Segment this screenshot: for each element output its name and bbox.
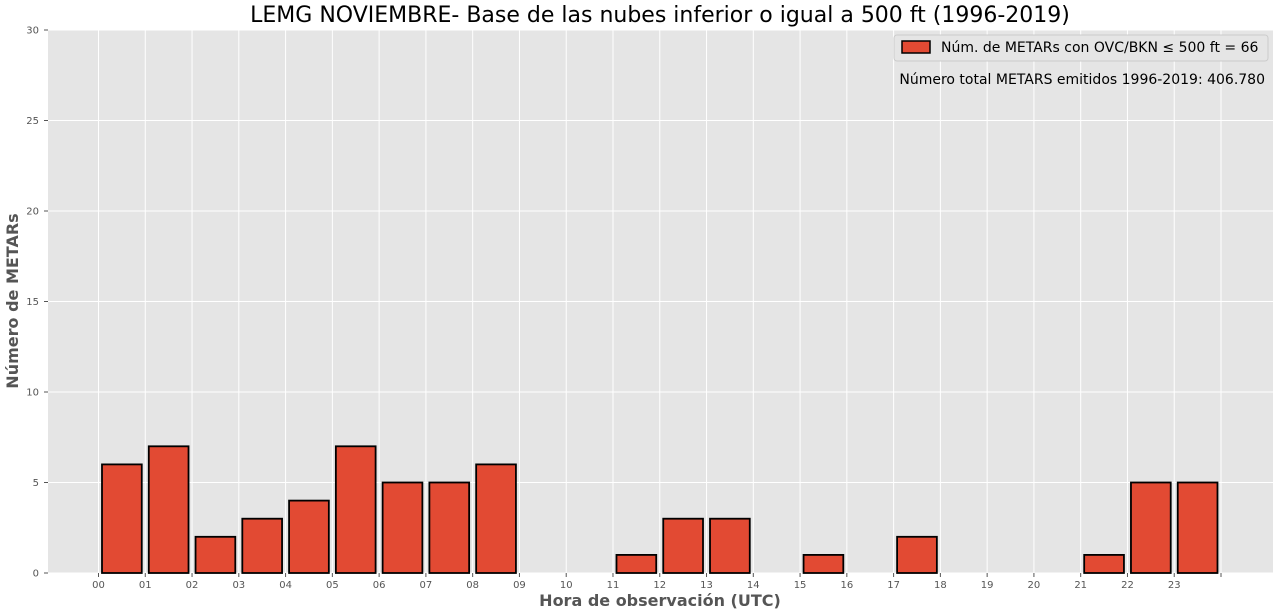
x-tick-label: 16 bbox=[840, 580, 853, 591]
x-tick-label: 14 bbox=[747, 580, 760, 591]
x-tick-label: 00 bbox=[92, 580, 105, 591]
bar-12 bbox=[662, 517, 704, 574]
legend-swatch bbox=[901, 40, 931, 54]
y-tick-label: 10 bbox=[26, 388, 39, 399]
bar-04 bbox=[288, 499, 330, 574]
y-tick-label: 20 bbox=[26, 207, 39, 218]
bar-06 bbox=[381, 481, 424, 574]
bar-17 bbox=[896, 535, 938, 574]
bar-07 bbox=[428, 481, 471, 574]
x-axis-label: Hora de observación (UTC) bbox=[539, 591, 781, 610]
x-tick-label: 09 bbox=[513, 580, 526, 591]
y-tick-label: 30 bbox=[26, 26, 39, 37]
x-tick-label: 04 bbox=[279, 580, 292, 591]
x-tick-label: 18 bbox=[934, 580, 947, 591]
bar-02 bbox=[194, 535, 237, 574]
y-tick-label: 0 bbox=[33, 569, 39, 580]
x-tick-label: 08 bbox=[466, 580, 479, 591]
chart-title: LEMG NOVIEMBRE- Base de las nubes inferi… bbox=[250, 3, 1070, 28]
x-tick-label: 17 bbox=[887, 580, 900, 591]
x-axis-ticks: 00 01 02 03 04 05 06 07 08 09 10 11 12 13 14 15 16 17 18 19… bbox=[92, 573, 1222, 591]
y-axis-label: Número de METARs bbox=[3, 213, 22, 388]
x-tick-label: 06 bbox=[373, 580, 386, 591]
grid-lines bbox=[48, 29, 1273, 574]
x-tick-label: 02 bbox=[186, 580, 199, 591]
bar-01 bbox=[147, 445, 190, 574]
bar-11 bbox=[615, 554, 658, 574]
x-tick-label: 13 bbox=[700, 580, 713, 591]
legend-label: Núm. de METARs con OVC/BKN ≤ 500 ft = 66 bbox=[941, 40, 1258, 56]
bar-15 bbox=[802, 554, 845, 574]
bar-22 bbox=[1130, 481, 1172, 574]
x-tick-label: 22 bbox=[1121, 580, 1134, 591]
bar-05 bbox=[334, 445, 377, 574]
x-tick-label: 11 bbox=[607, 580, 620, 591]
legend-box bbox=[893, 34, 1269, 62]
bar-03 bbox=[241, 517, 283, 574]
x-tick-label: 01 bbox=[139, 580, 152, 591]
x-tick-label: 10 bbox=[560, 580, 573, 591]
x-tick-label: 20 bbox=[1028, 580, 1041, 591]
bar-23 bbox=[1176, 481, 1219, 574]
x-tick-label: 12 bbox=[653, 580, 666, 591]
x-tick-label: 19 bbox=[981, 580, 994, 591]
y-tick-label: 5 bbox=[33, 478, 39, 489]
x-tick-label: 07 bbox=[420, 580, 433, 591]
x-tick-label: 15 bbox=[794, 580, 807, 591]
y-tick-label: 15 bbox=[26, 297, 39, 308]
y-tick-label: 25 bbox=[26, 116, 39, 127]
x-tick-label: 23 bbox=[1168, 580, 1181, 591]
bars-group bbox=[101, 445, 1219, 574]
total-annotation: Número total METARS emitidos 1996-2019: … bbox=[899, 72, 1265, 88]
legend: Núm. de METARs con OVC/BKN ≤ 500 ft = 66 bbox=[893, 34, 1269, 62]
x-tick-label: 03 bbox=[232, 580, 245, 591]
x-tick-label: 21 bbox=[1074, 580, 1087, 591]
bar-00 bbox=[101, 463, 143, 574]
y-axis-ticks: 0 5 10 15 20 25 30 bbox=[26, 26, 48, 580]
bar-21 bbox=[1083, 554, 1125, 574]
x-tick-label: 05 bbox=[326, 580, 339, 591]
bar-08 bbox=[475, 463, 517, 574]
bar-13 bbox=[709, 517, 751, 574]
